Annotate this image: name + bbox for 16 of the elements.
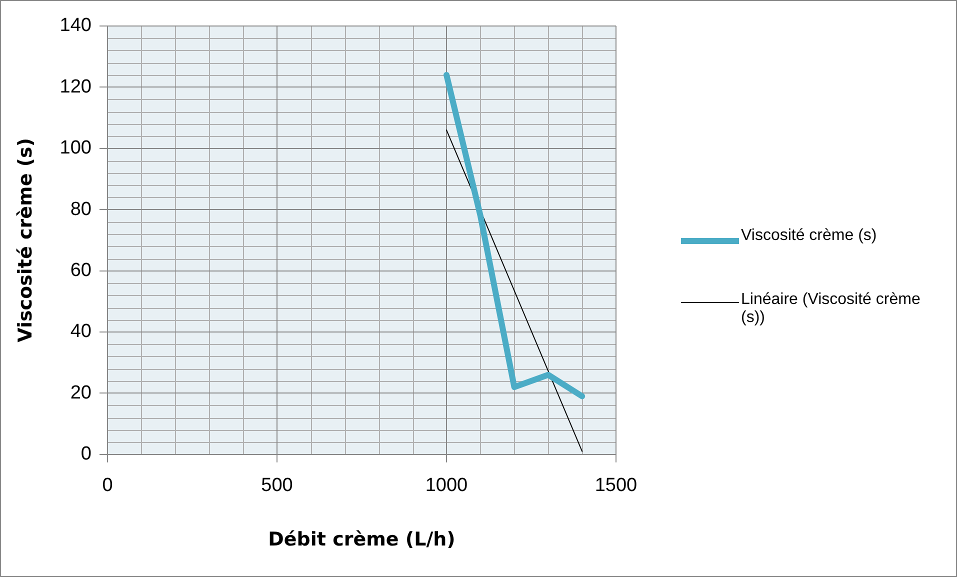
y-tick-label: 120 [60, 76, 92, 98]
y-tick-label: 40 [70, 321, 92, 342]
x-tick-label: 1000 [425, 475, 468, 496]
legend-label: Viscosité crème (s) [741, 227, 877, 245]
y-tick-label: 0 [80, 444, 92, 465]
x-tick-label: 1500 [594, 475, 638, 496]
x-axis-title: Débit crème (L/h) [268, 528, 456, 551]
legend-label: Linéaire (Viscosité crème (s)) [741, 291, 922, 327]
x-tick-label: 0 [102, 475, 113, 496]
y-tick-label: 80 [70, 198, 92, 220]
y-tick-label: 20 [70, 382, 92, 404]
y-tick-label: 140 [60, 15, 92, 36]
y-axis-title: Viscosité crème (s) [14, 138, 36, 342]
y-tick-label: 100 [60, 138, 92, 159]
y-tick-label: 60 [70, 260, 92, 282]
x-tick-label: 500 [261, 475, 293, 496]
